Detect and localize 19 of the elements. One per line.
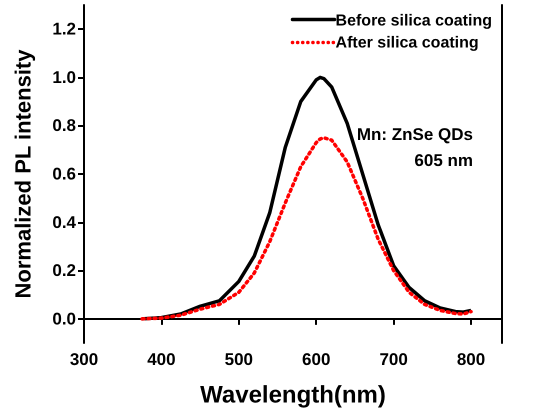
x-axis-title: Wavelength(nm) bbox=[200, 382, 386, 408]
legend-label: After silica coating bbox=[336, 34, 479, 52]
y-tick-label: 0.8 bbox=[52, 116, 76, 136]
y-tick-label: 0.4 bbox=[52, 212, 77, 232]
x-tick-label: 600 bbox=[302, 350, 330, 369]
y-tick-label: 0.2 bbox=[52, 261, 76, 280]
y-tick-label: 1.2 bbox=[52, 20, 76, 39]
x-tick-label: 300 bbox=[70, 350, 98, 369]
y-tick-label: 0.6 bbox=[52, 164, 76, 184]
y-tick-label: 1.0 bbox=[52, 68, 76, 87]
legend-label: Before silica coating bbox=[336, 12, 492, 30]
y-axis-title: Normalized PL intensity bbox=[10, 48, 36, 298]
x-tick-label: 800 bbox=[456, 350, 486, 369]
annotation: Mn: ZnSe QDs bbox=[356, 125, 473, 144]
x-tick-label: 400 bbox=[147, 350, 176, 369]
x-tick-label: 500 bbox=[224, 350, 253, 369]
x-tick-label: 700 bbox=[379, 350, 408, 369]
annotation: 605 nm bbox=[414, 151, 474, 170]
y-tick-label: 0.0 bbox=[52, 309, 76, 328]
